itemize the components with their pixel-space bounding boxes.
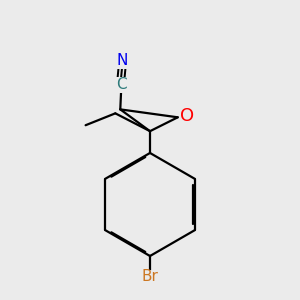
Text: O: O — [180, 107, 194, 125]
Text: C: C — [116, 77, 126, 92]
Text: Br: Br — [142, 269, 158, 284]
Text: N: N — [116, 53, 128, 68]
